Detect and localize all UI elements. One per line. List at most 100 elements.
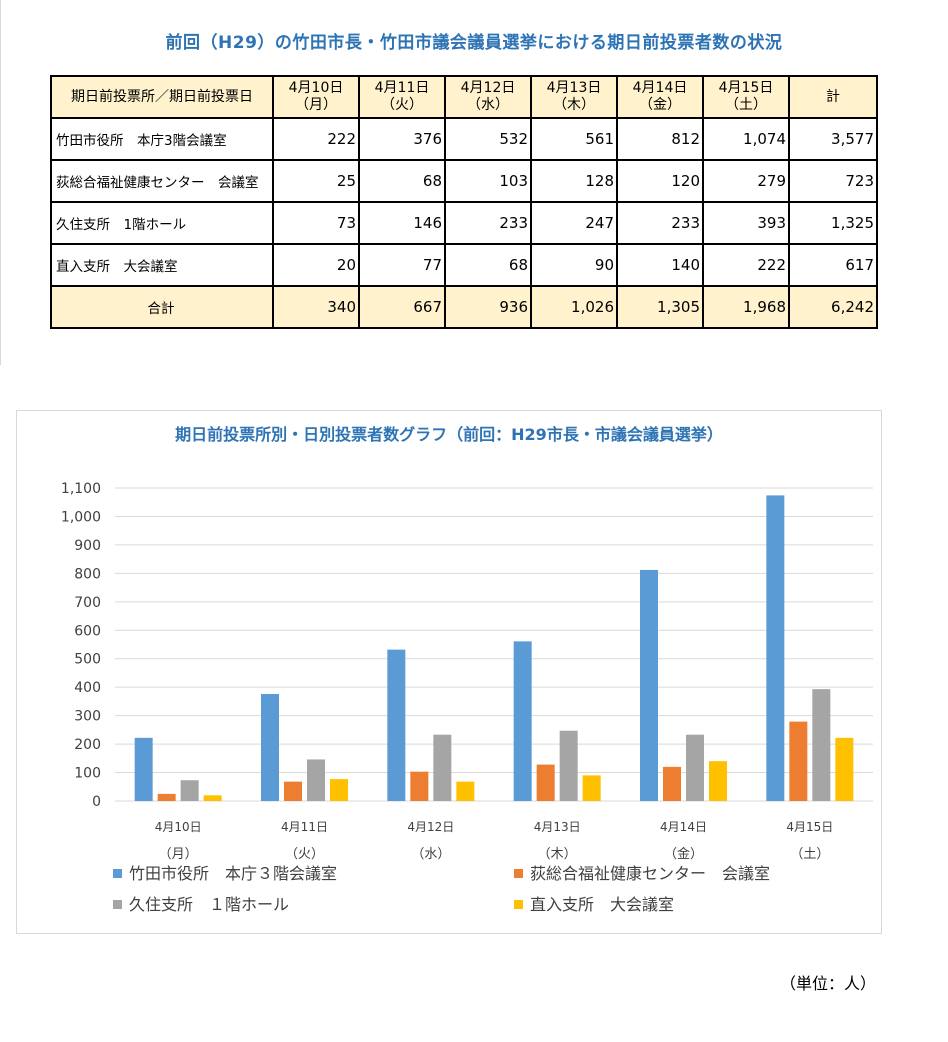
chart-title: 期日前投票所別・日別投票者数グラフ（前回：H29市長・市議会議員選挙） [175, 425, 723, 444]
x-tick-label: 4月13日 [534, 820, 581, 834]
row-label: 直入支所 大会議室 [50, 243, 274, 287]
x-tick-sublabel: （月） [159, 847, 198, 862]
bar [284, 781, 302, 801]
x-tick-sublabel: （火） [285, 847, 324, 862]
bar [789, 721, 808, 801]
bar [640, 569, 658, 801]
legend-label: 竹田市役所 本庁３階会議室 [129, 864, 337, 883]
day-header-date: 4月11日 [374, 80, 430, 96]
y-tick-label: 700 [74, 595, 101, 611]
row-total-cell: 3,577 [788, 117, 878, 161]
bar [513, 641, 532, 801]
day-header-date: 4月14日 [632, 80, 688, 96]
bar [134, 737, 153, 801]
x-tick-label: 4月11日 [281, 820, 328, 834]
table-cell: 222 [702, 243, 790, 287]
table-cell: 140 [616, 243, 704, 287]
bar [709, 761, 727, 801]
legend-label: 荻総合福祉健康センター 会議室 [530, 864, 770, 883]
day-header-weekday: （水） [467, 97, 509, 113]
table-row: 久住支所 1階ホール 73 146 233 247 233 393 1,325 [50, 201, 878, 245]
y-tick-label: 800 [74, 566, 101, 582]
table-cell: 340 [272, 285, 360, 329]
legend-label: 久住支所 １階ホール [129, 895, 289, 914]
total-header: 計 [788, 75, 878, 119]
day-header-date: 4月10日 [288, 80, 344, 96]
corner-header: 期日前投票所／期日前投票日 [50, 75, 274, 119]
bar [663, 766, 681, 801]
x-tick-label: 4月15日 [786, 820, 833, 834]
bar [766, 495, 785, 801]
row-total-cell: 723 [788, 159, 878, 203]
table-cell: 936 [444, 285, 532, 329]
y-tick-label: 300 [74, 709, 101, 725]
table-cell: 77 [358, 243, 446, 287]
legend-swatch [113, 900, 122, 909]
bar-chart: 期日前投票所別・日別投票者数グラフ（前回：H29市長・市議会議員選挙） 0 100 2… [61, 425, 873, 914]
left-edge-line [0, 0, 1, 365]
bar [261, 694, 279, 801]
page-title: 前回（H29）の竹田市長・竹田市議会議員選挙における期日前投票者数の状況 [165, 33, 783, 53]
day-header: 4月14日 （金） [616, 75, 704, 119]
legend-swatch [514, 900, 523, 909]
table-cell: 25 [272, 159, 360, 203]
bar [812, 689, 831, 801]
x-tick-sublabel: （土） [790, 847, 829, 862]
table-row: 荻総合福祉健康センター 会議室 25 68 103 128 120 279 723 [50, 159, 878, 203]
day-header: 4月11日 （火） [358, 75, 446, 119]
table-cell: 532 [444, 117, 532, 161]
table-cell: 68 [444, 243, 532, 287]
bar [180, 780, 199, 801]
table-cell: 561 [530, 117, 618, 161]
table-cell: 247 [530, 201, 618, 245]
row-total-cell: 6,242 [788, 285, 878, 329]
day-header: 4月15日 （土） [702, 75, 790, 119]
row-label: 合計 [50, 285, 274, 329]
bar [582, 775, 601, 801]
table-cell: 233 [444, 201, 532, 245]
table-cell: 120 [616, 159, 704, 203]
bar [330, 779, 348, 801]
table-row: 竹田市役所 本庁3階会議室 222 376 532 561 812 1,074 3,577 [50, 117, 878, 161]
legend-label: 直入支所 大会議室 [530, 895, 674, 914]
y-tick-label: 200 [74, 737, 101, 753]
bar [835, 737, 854, 801]
y-tick-label: 400 [74, 680, 101, 696]
early-voting-table: 期日前投票所／期日前投票日 4月10日 （月） 4月11日 （火） 4月12日 （水） 4月… [50, 75, 878, 329]
bar [157, 793, 176, 801]
x-tick-label: 4月14日 [660, 820, 707, 834]
row-label: 荻総合福祉健康センター 会議室 [50, 159, 274, 203]
table-cell: 146 [358, 201, 446, 245]
row-total-cell: 617 [788, 243, 878, 287]
bar [536, 764, 555, 801]
x-tick-sublabel: （金） [664, 846, 703, 862]
day-header-weekday: （月） [295, 97, 337, 113]
table-cell: 1,968 [702, 285, 790, 329]
y-tick-label: 1,000 [61, 509, 101, 525]
day-header: 4月13日 （木） [530, 75, 618, 119]
table-cell: 73 [272, 201, 360, 245]
table-cell: 279 [702, 159, 790, 203]
table-cell: 222 [272, 117, 360, 161]
day-header-weekday: （金） [639, 97, 681, 113]
row-label: 久住支所 1階ホール [50, 201, 274, 245]
table-cell: 393 [702, 201, 790, 245]
unit-note: （単位：人） [780, 974, 877, 993]
table-cell: 90 [530, 243, 618, 287]
y-tick-label: 0 [92, 794, 101, 810]
bar [203, 795, 222, 801]
day-header: 4月12日 （水） [444, 75, 532, 119]
y-tick-label: 100 [74, 766, 101, 782]
bar [387, 649, 406, 801]
bar [686, 734, 704, 801]
y-tick-label: 500 [74, 652, 101, 668]
table-cell: 103 [444, 159, 532, 203]
row-total-cell: 1,325 [788, 201, 878, 245]
day-header: 4月10日 （月） [272, 75, 360, 119]
table-cell: 1,074 [702, 117, 790, 161]
bar [433, 734, 452, 801]
table-header-row: 期日前投票所／期日前投票日 4月10日 （月） 4月11日 （火） 4月12日 （水） 4月… [50, 75, 878, 119]
bar [307, 759, 325, 801]
table-row: 直入支所 大会議室 20 77 68 90 140 222 617 [50, 243, 878, 287]
x-tick-sublabel: （木） [538, 847, 577, 862]
